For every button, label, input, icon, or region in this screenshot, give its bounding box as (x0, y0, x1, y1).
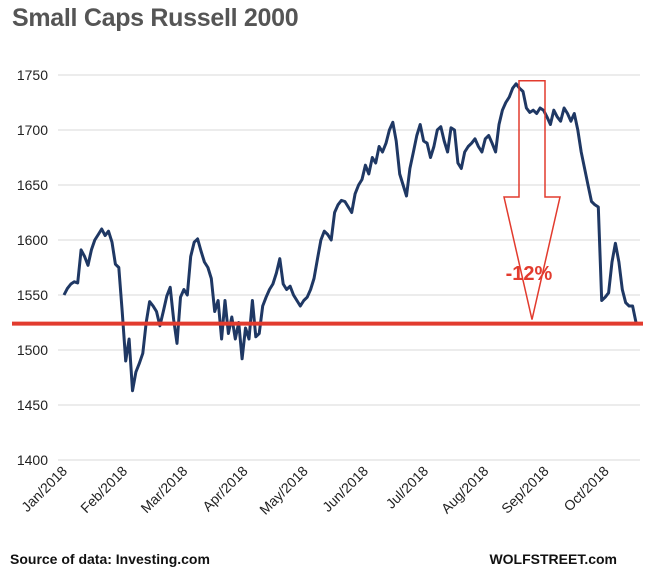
x-tick-label: Jul/2018 (383, 463, 432, 512)
y-tick-label: 1500 (17, 342, 48, 358)
annotation-arrow (503, 79, 561, 320)
x-tick-label: Jan/2018 (18, 463, 70, 515)
annotation-label: -12% (506, 263, 553, 285)
x-tick-label: Apr/2018 (199, 463, 251, 515)
y-tick-label: 1700 (17, 122, 48, 138)
y-axis-tick-labels: 1400 1450 1500 1550 1600 1650 1700 1750 (17, 67, 48, 468)
source-note: Source of data: Investing.com (10, 551, 210, 567)
x-tick-label: Jun/2018 (319, 463, 371, 515)
y-tick-label: 1600 (17, 232, 48, 248)
x-tick-label: Sep/2018 (498, 463, 552, 517)
x-tick-label: Oct/2018 (560, 463, 612, 515)
chart-title: Small Caps Russell 2000 (12, 4, 299, 32)
y-tick-label: 1750 (17, 67, 48, 83)
grid-lines (58, 74, 640, 461)
x-tick-label: Mar/2018 (137, 463, 190, 516)
y-tick-label: 1450 (17, 397, 48, 413)
y-tick-label: 1650 (17, 177, 48, 193)
x-axis-tick-labels: Jan/2018 Feb/2018 Mar/2018 Apr/2018 May/2018… (18, 463, 612, 518)
x-tick-label: Feb/2018 (77, 463, 130, 516)
brand-label: WOLFSTREET.com (489, 551, 617, 567)
x-tick-label: May/2018 (256, 463, 311, 518)
x-tick-label: Aug/2018 (438, 463, 492, 517)
y-tick-label: 1400 (17, 452, 48, 468)
y-tick-label: 1550 (17, 287, 48, 303)
